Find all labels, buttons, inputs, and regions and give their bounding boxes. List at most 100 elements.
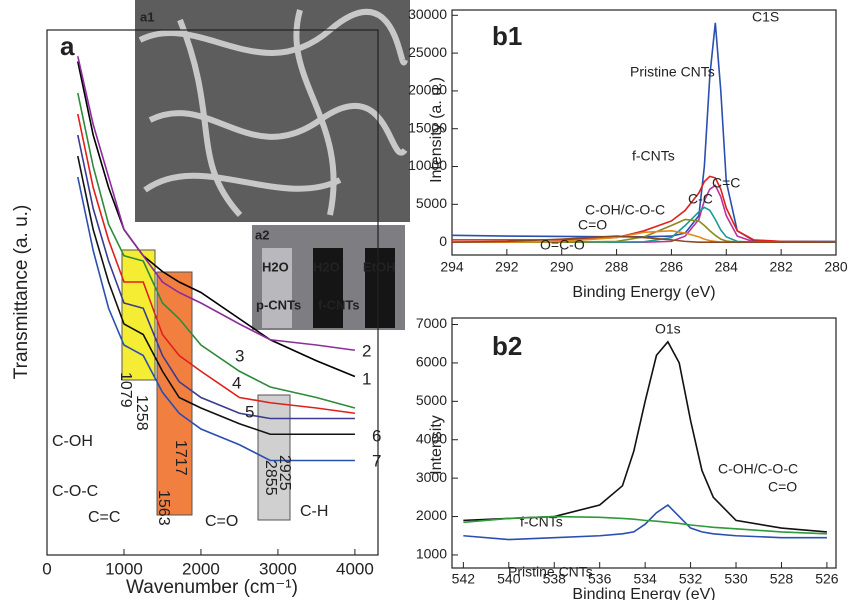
series-label: 3 — [235, 346, 244, 365]
series-label: C-OH/C-O-C — [718, 461, 798, 477]
series-label: 4 — [232, 373, 241, 392]
panel-label: b2 — [492, 331, 522, 361]
annotation: p-CNTs — [256, 297, 301, 312]
y-axis-title: Transmittance (a. u.) — [11, 205, 32, 380]
x-tick-label: 532 — [679, 571, 703, 587]
annotation: C-O-C — [52, 483, 98, 500]
y-axis-title: Intensity (a. u.) — [428, 77, 445, 183]
y-tick-label: 30000 — [408, 6, 447, 22]
series-label: Pristine CNTs — [508, 564, 593, 580]
x-tick-label: 528 — [770, 571, 794, 587]
annotation: 1717 — [172, 440, 189, 476]
annotation: H2O — [313, 259, 340, 274]
x-axis-title: Binding Energy (eV) — [572, 586, 715, 600]
region-box — [121, 249, 156, 381]
series-label: 6 — [372, 426, 381, 445]
series-label: C=C — [712, 175, 740, 191]
data-line — [77, 61, 356, 378]
annotation: H2O — [262, 259, 289, 274]
data-line — [451, 235, 836, 243]
series-label: C-C — [688, 191, 713, 207]
y-tick-label: 0 — [439, 233, 447, 249]
y-axis-title: Intensity — [428, 415, 445, 475]
data-line — [77, 56, 356, 352]
series-label: O=C-O — [540, 237, 585, 253]
x-tick-label: 530 — [724, 571, 748, 587]
annotation: 1079 — [117, 372, 134, 408]
annotation: 2925 — [276, 455, 293, 491]
data-line — [463, 503, 827, 541]
annotation: 2855 — [262, 460, 279, 496]
x-tick-label: 292 — [495, 259, 519, 275]
panel-label: b1 — [492, 21, 522, 51]
y-tick-label: 10000 — [408, 157, 447, 173]
x-tick-label: 282 — [769, 259, 793, 275]
panel-label: a — [60, 31, 75, 61]
region-box — [156, 271, 193, 516]
y-tick-label: 7000 — [416, 315, 447, 331]
x-tick-label: 538 — [543, 571, 567, 587]
y-tick-label: 3000 — [416, 469, 447, 485]
data-line — [77, 134, 355, 420]
y-tick-label: 20000 — [408, 82, 447, 98]
x-tick-label: 540 — [497, 571, 521, 587]
annotation: a2 — [255, 227, 269, 242]
x-tick-label: 4000 — [336, 559, 374, 578]
plot-frame — [451, 9, 837, 256]
series-label: 1 — [362, 369, 371, 388]
region-box — [257, 394, 291, 521]
data-line — [463, 515, 827, 535]
data-line — [77, 155, 355, 436]
annotation: EtOH — [363, 259, 396, 274]
series-label: 5 — [245, 402, 254, 421]
annotation: C-OH — [52, 433, 93, 450]
annotation: C=C — [88, 509, 120, 526]
x-tick-label: 288 — [605, 259, 629, 275]
data-line — [77, 176, 355, 462]
annotation: C=O — [768, 479, 797, 495]
series-label: 7 — [372, 451, 381, 470]
series-label: Pristine CNTs — [630, 64, 715, 80]
series-label: C-OH/C-O-C — [585, 202, 665, 218]
x-tick-label: 526 — [815, 571, 839, 587]
x-tick-label: 286 — [660, 259, 684, 275]
data-line — [463, 340, 827, 533]
x-axis-title: Wavenumber (cm⁻¹) — [126, 577, 298, 598]
x-tick-label: 3000 — [259, 559, 297, 578]
annotation: 1258 — [133, 395, 150, 431]
annotation: 1563 — [155, 490, 172, 526]
annotation: C-H — [300, 503, 328, 520]
x-tick-label: 542 — [452, 571, 476, 587]
vial — [313, 248, 343, 328]
x-tick-label: 2000 — [182, 559, 220, 578]
y-tick-label: 4000 — [416, 430, 447, 446]
annotation: a1 — [140, 9, 154, 24]
y-tick-label: 2000 — [416, 507, 447, 523]
data-line — [77, 92, 356, 409]
x-tick-label: 1000 — [105, 559, 143, 578]
x-tick-label: 290 — [550, 259, 574, 275]
x-tick-label: 280 — [824, 259, 848, 275]
y-tick-label: 15000 — [408, 119, 447, 135]
y-tick-label: 1000 — [416, 546, 447, 562]
plot-frame — [451, 317, 837, 569]
series-label: C=O — [578, 217, 607, 233]
vial — [365, 248, 395, 328]
annotation: C=O — [205, 513, 238, 530]
y-tick-label: 25000 — [408, 44, 447, 60]
annotation: f-CNTs — [318, 297, 360, 312]
x-axis-title: Binding Energy (eV) — [572, 284, 715, 301]
series-label: 2 — [362, 341, 371, 360]
y-tick-label: 6000 — [416, 354, 447, 370]
x-tick-label: 0 — [42, 559, 51, 578]
x-tick-label: 534 — [633, 571, 657, 587]
y-tick-label: 5000 — [416, 195, 447, 211]
vial — [262, 248, 292, 328]
series-label: f-CNTs — [632, 148, 675, 164]
x-tick-label: 294 — [440, 259, 464, 275]
annotation: C1S — [752, 9, 779, 25]
plot-frame — [46, 29, 379, 556]
x-tick-label: 284 — [715, 259, 739, 275]
y-tick-label: 5000 — [416, 392, 447, 408]
